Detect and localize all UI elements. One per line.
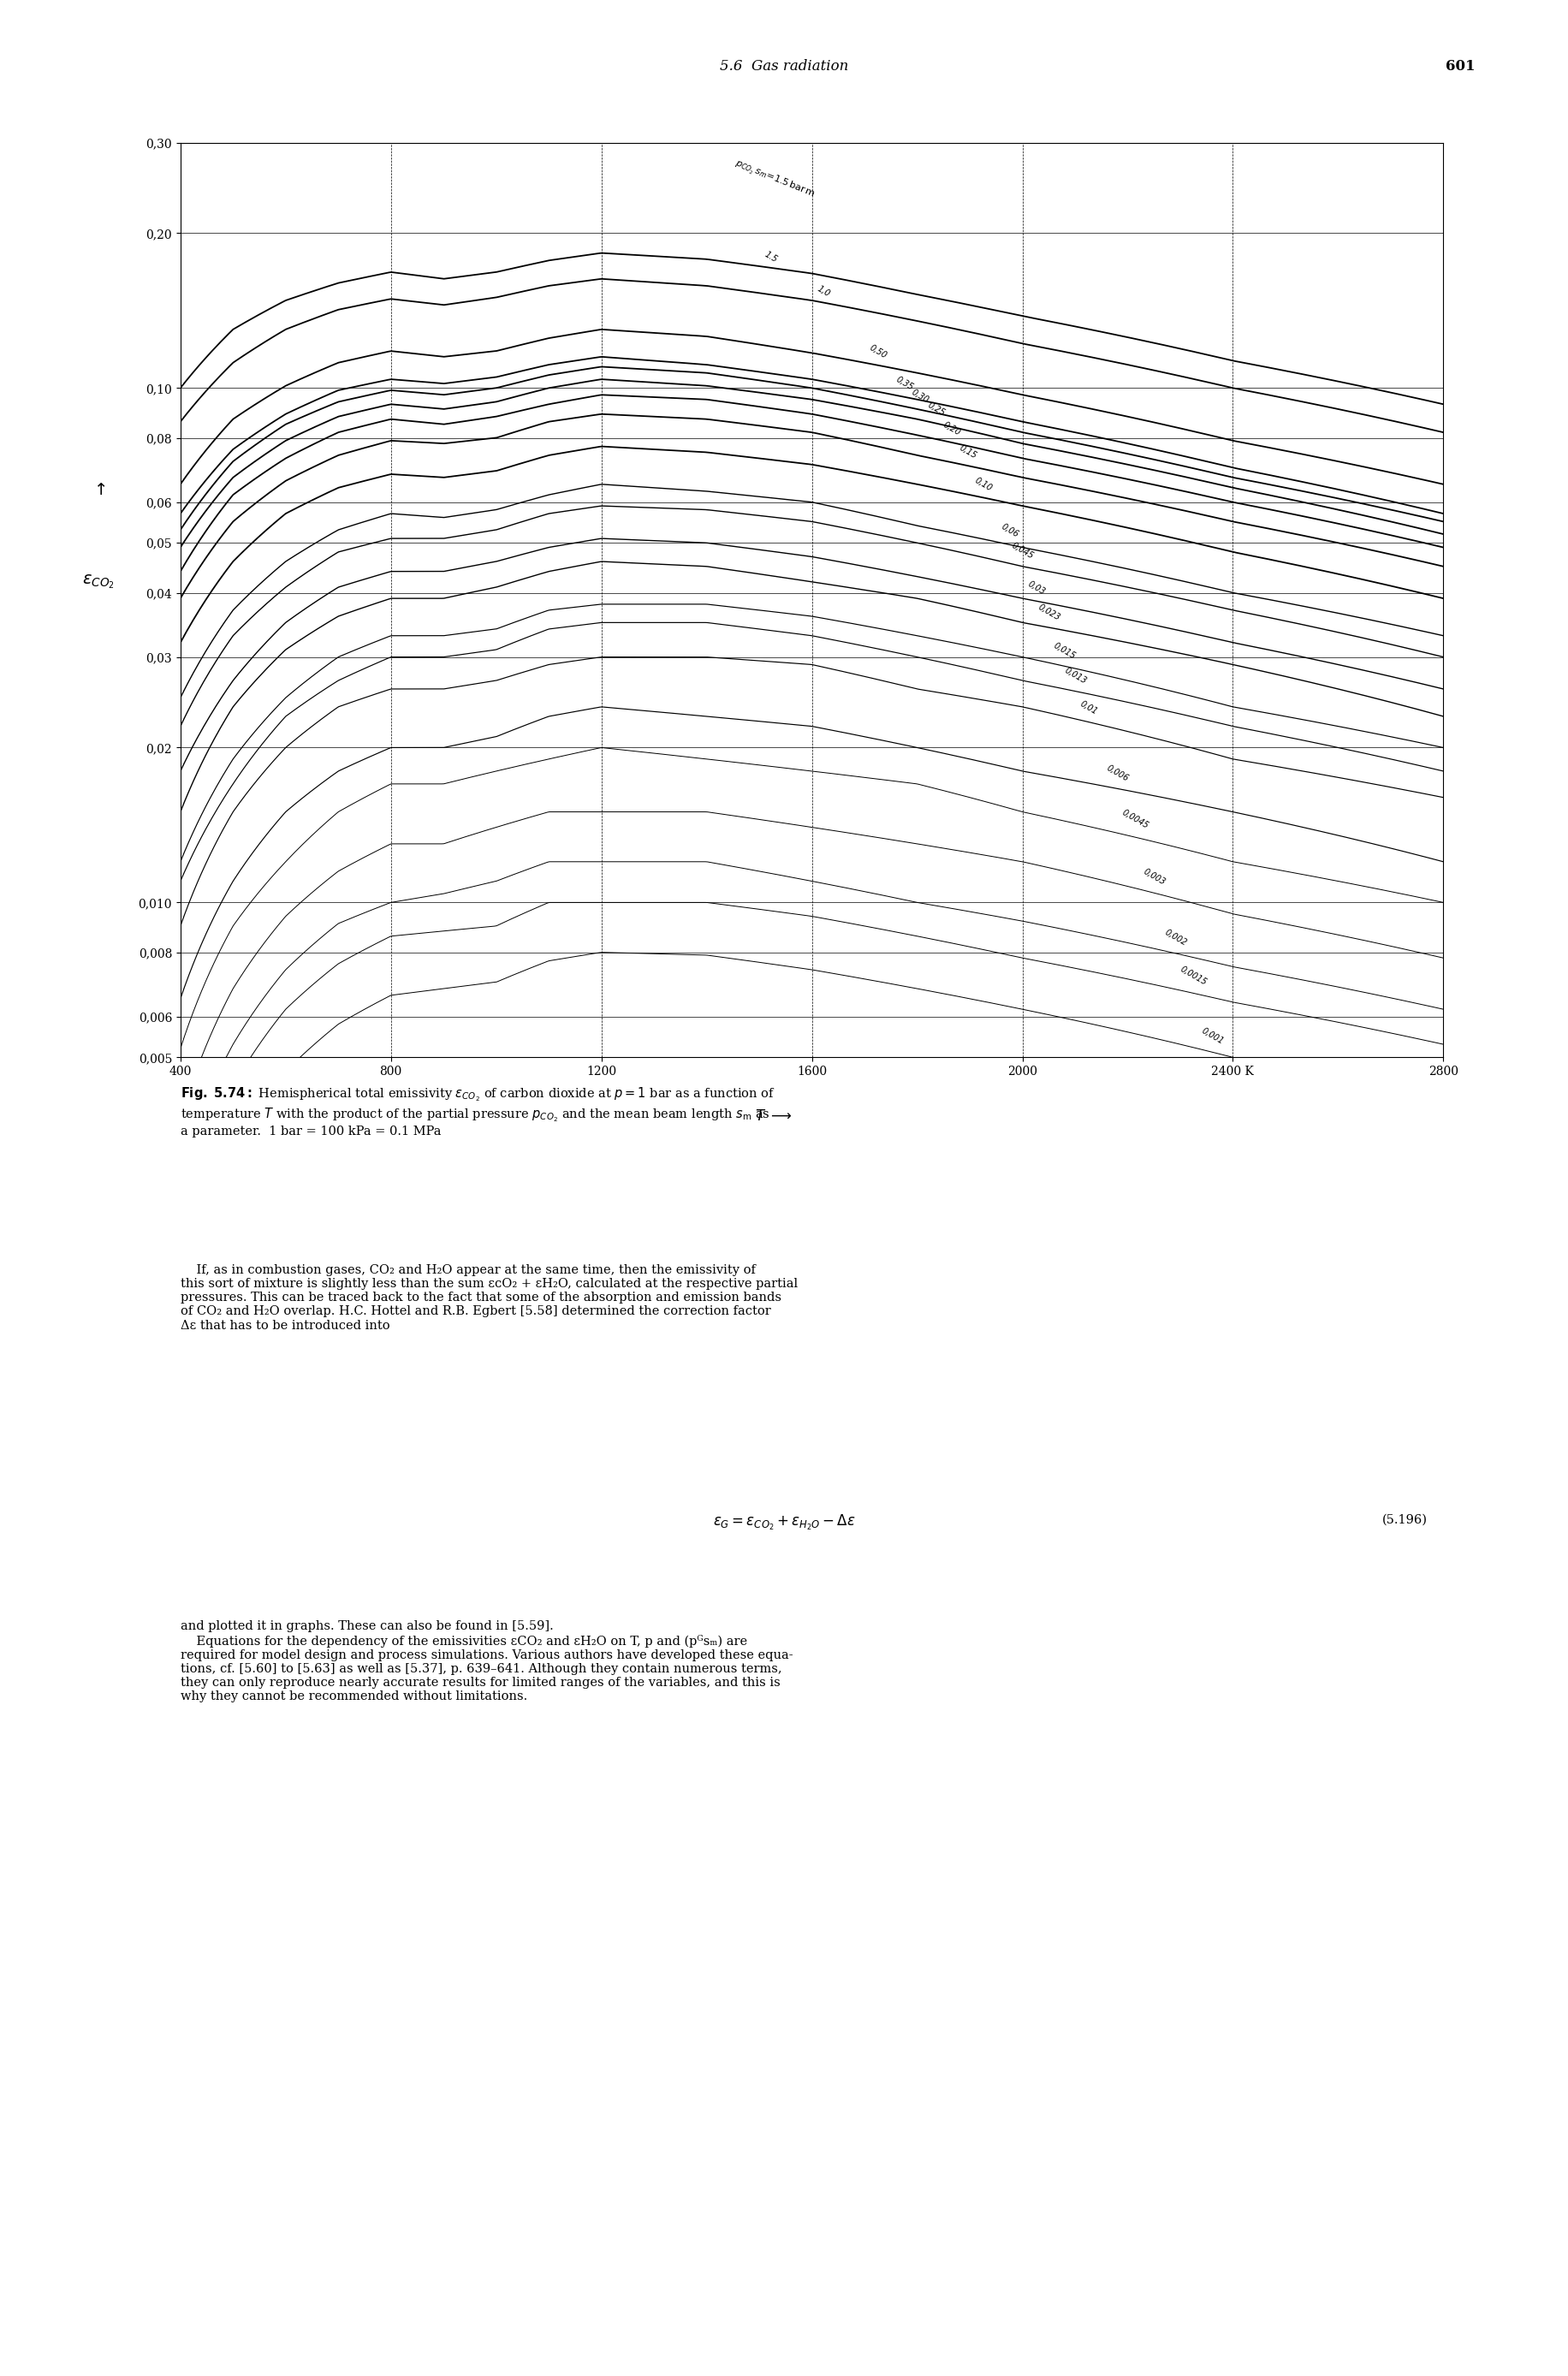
Text: 0,20: 0,20 — [941, 421, 961, 437]
Text: 1,0: 1,0 — [815, 285, 831, 297]
Text: 0,35: 0,35 — [894, 375, 914, 392]
Text: 1.5: 1.5 — [762, 249, 778, 264]
Text: 5.6  Gas radiation: 5.6 Gas radiation — [720, 59, 848, 74]
Text: 0,10: 0,10 — [972, 475, 993, 492]
Text: $\uparrow$: $\uparrow$ — [91, 482, 107, 499]
Text: 0,25: 0,25 — [925, 402, 946, 418]
Text: $T\ \longrightarrow$: $T\ \longrightarrow$ — [754, 1110, 792, 1124]
Text: 0,013: 0,013 — [1062, 665, 1087, 687]
Text: $\varepsilon_G = \varepsilon_{CO_2} + \varepsilon_{H_2O} - \Delta\varepsilon$: $\varepsilon_G = \varepsilon_{CO_2} + \v… — [713, 1514, 855, 1533]
Text: 0,003: 0,003 — [1142, 867, 1167, 886]
Text: 0,001: 0,001 — [1200, 1026, 1225, 1045]
Text: 0,06: 0,06 — [999, 523, 1019, 539]
Text: 0,0045: 0,0045 — [1120, 808, 1149, 832]
Text: 0,15: 0,15 — [956, 444, 977, 461]
Text: $\mathbf{Fig.\ 5.74:}$ Hemispherical total emissivity $\varepsilon_{CO_2}$ of ca: $\mathbf{Fig.\ 5.74:}$ Hemispherical tot… — [180, 1086, 775, 1138]
Text: 0,01: 0,01 — [1077, 699, 1099, 718]
Text: 0,006: 0,006 — [1104, 763, 1129, 784]
Text: and plotted it in graphs. These can also be found in [5.59].
    Equations for t: and plotted it in graphs. These can also… — [180, 1620, 792, 1704]
Text: 0,0015: 0,0015 — [1178, 965, 1207, 986]
Text: 0,002: 0,002 — [1162, 929, 1187, 948]
Text: 0,50: 0,50 — [867, 345, 887, 361]
Text: 0,015: 0,015 — [1052, 642, 1077, 661]
Text: 0,30: 0,30 — [909, 387, 930, 404]
Text: If, as in combustion gases, CO₂ and H₂O appear at the same time, then the emissi: If, as in combustion gases, CO₂ and H₂O … — [180, 1264, 797, 1331]
Text: (5.196): (5.196) — [1381, 1514, 1427, 1525]
Text: $\varepsilon_{CO_2}$: $\varepsilon_{CO_2}$ — [82, 573, 114, 592]
Text: 601: 601 — [1444, 59, 1474, 74]
Text: 0,045: 0,045 — [1010, 542, 1035, 561]
Text: 0,03: 0,03 — [1025, 580, 1046, 596]
Text: 0,023: 0,023 — [1036, 604, 1062, 623]
Text: $p_{CO_2}\,s_m\!=\!1.5\,\mathrm{bar\,m}$: $p_{CO_2}\,s_m\!=\!1.5\,\mathrm{bar\,m}$ — [732, 157, 817, 202]
